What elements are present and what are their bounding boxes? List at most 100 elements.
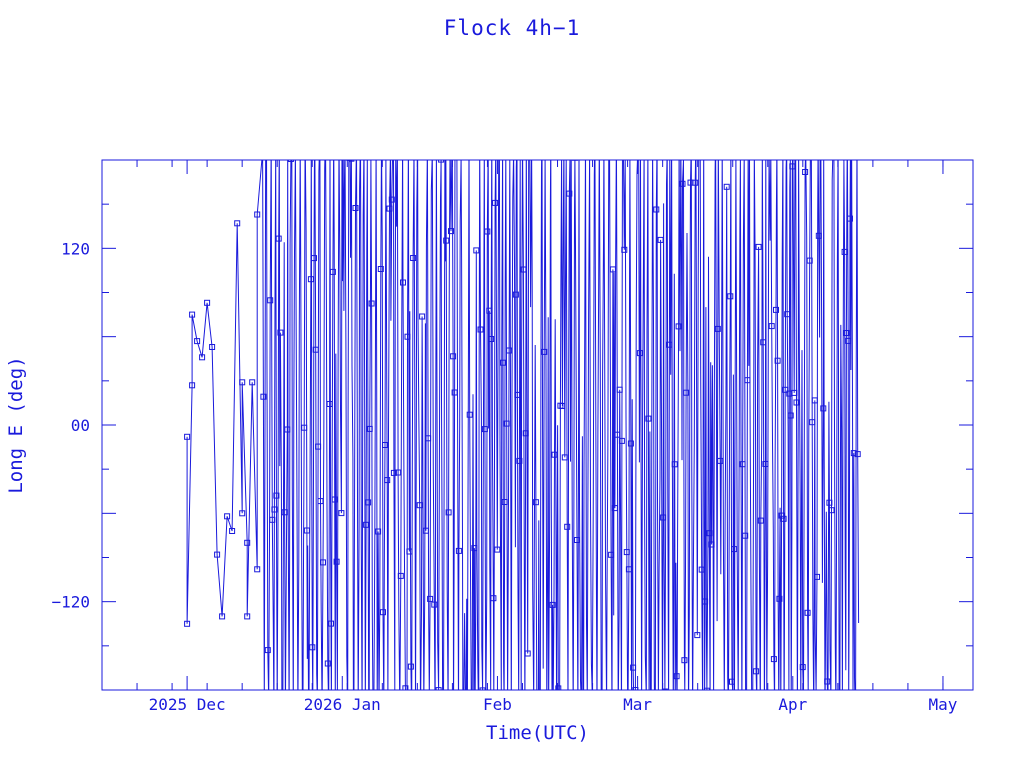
data-point xyxy=(791,389,798,396)
data-point xyxy=(516,457,523,464)
data-point xyxy=(828,507,835,514)
data-point xyxy=(727,293,734,300)
data-point xyxy=(397,572,404,579)
data-point xyxy=(621,246,628,253)
data-point xyxy=(714,325,721,332)
data-point xyxy=(329,268,336,275)
data-point xyxy=(481,426,488,433)
data-point xyxy=(522,430,529,437)
x-tick-label: Feb xyxy=(483,695,512,714)
data-point xyxy=(804,609,811,616)
data-point xyxy=(524,650,531,657)
data-point xyxy=(328,620,334,627)
data-point xyxy=(541,348,548,355)
data-point xyxy=(395,469,402,476)
data-point xyxy=(333,558,340,565)
data-point xyxy=(307,276,314,283)
data-point xyxy=(673,673,680,680)
data-point xyxy=(490,595,497,602)
data-point xyxy=(564,523,571,530)
x-tick-label: May xyxy=(929,695,958,714)
data-point xyxy=(814,573,820,580)
data-point xyxy=(348,160,355,162)
data-point xyxy=(776,595,783,602)
data-point xyxy=(494,546,501,553)
data-point xyxy=(555,685,562,690)
data-point xyxy=(404,333,411,340)
data-point xyxy=(764,692,769,697)
data-point xyxy=(459,154,464,159)
data-point xyxy=(416,502,423,509)
data-point xyxy=(219,613,226,620)
data-point xyxy=(843,330,850,336)
data-point xyxy=(636,350,643,357)
data-point xyxy=(390,469,397,476)
data-point xyxy=(571,160,578,161)
data-point xyxy=(782,386,789,393)
data-point xyxy=(284,426,291,433)
data-point xyxy=(239,379,246,386)
data-point xyxy=(473,247,480,254)
data-point xyxy=(406,548,413,555)
data-point xyxy=(671,461,678,468)
data-point xyxy=(702,598,709,605)
data-point xyxy=(500,359,506,366)
data-point xyxy=(847,215,853,222)
data-point xyxy=(657,236,664,243)
data-point xyxy=(377,266,384,272)
data-point xyxy=(244,539,251,546)
data-point xyxy=(443,237,450,244)
data-point xyxy=(375,528,382,535)
data-point xyxy=(512,291,519,298)
data-point xyxy=(815,232,822,239)
data-point xyxy=(239,510,246,517)
data-point xyxy=(753,668,760,675)
data-point xyxy=(224,513,231,520)
data-point xyxy=(656,692,661,697)
data-point xyxy=(309,644,316,651)
data-point xyxy=(826,499,833,506)
data-point xyxy=(625,566,632,573)
data-point xyxy=(850,450,857,457)
data-point xyxy=(630,664,637,671)
data-point xyxy=(729,678,735,685)
data-point xyxy=(287,160,294,162)
data-point xyxy=(820,405,827,412)
data-point xyxy=(194,338,201,345)
data-point xyxy=(455,547,462,554)
data-point xyxy=(324,660,331,667)
data-point xyxy=(311,255,317,262)
data-point xyxy=(806,257,813,264)
data-point xyxy=(514,391,521,398)
data-point xyxy=(661,688,668,690)
data-point xyxy=(382,442,388,448)
data-point xyxy=(189,382,196,389)
data-point xyxy=(488,336,495,342)
data-point xyxy=(269,516,276,523)
series-group xyxy=(184,154,861,697)
data-point xyxy=(419,313,426,320)
data-point xyxy=(312,346,319,353)
data-point xyxy=(780,515,787,522)
data-point xyxy=(365,499,372,506)
data-point xyxy=(762,461,769,467)
data-point xyxy=(410,255,417,261)
data-point xyxy=(352,205,359,211)
data-point xyxy=(666,341,673,348)
data-point xyxy=(368,300,375,307)
y-axis-label: Long E (deg) xyxy=(5,356,27,493)
data-point xyxy=(303,527,310,534)
data-point xyxy=(435,687,442,690)
data-point xyxy=(431,601,438,608)
data-point xyxy=(199,354,206,361)
x-tick-label: Apr xyxy=(778,695,807,714)
x-tick-label: Mar xyxy=(623,695,652,714)
y-tick-label: 120 xyxy=(61,239,90,258)
data-point xyxy=(770,656,777,663)
data-point xyxy=(757,517,764,524)
data-point xyxy=(809,419,816,426)
data-point xyxy=(739,461,746,468)
data-point xyxy=(254,566,261,573)
data-point xyxy=(692,179,699,186)
data-point xyxy=(854,451,861,458)
